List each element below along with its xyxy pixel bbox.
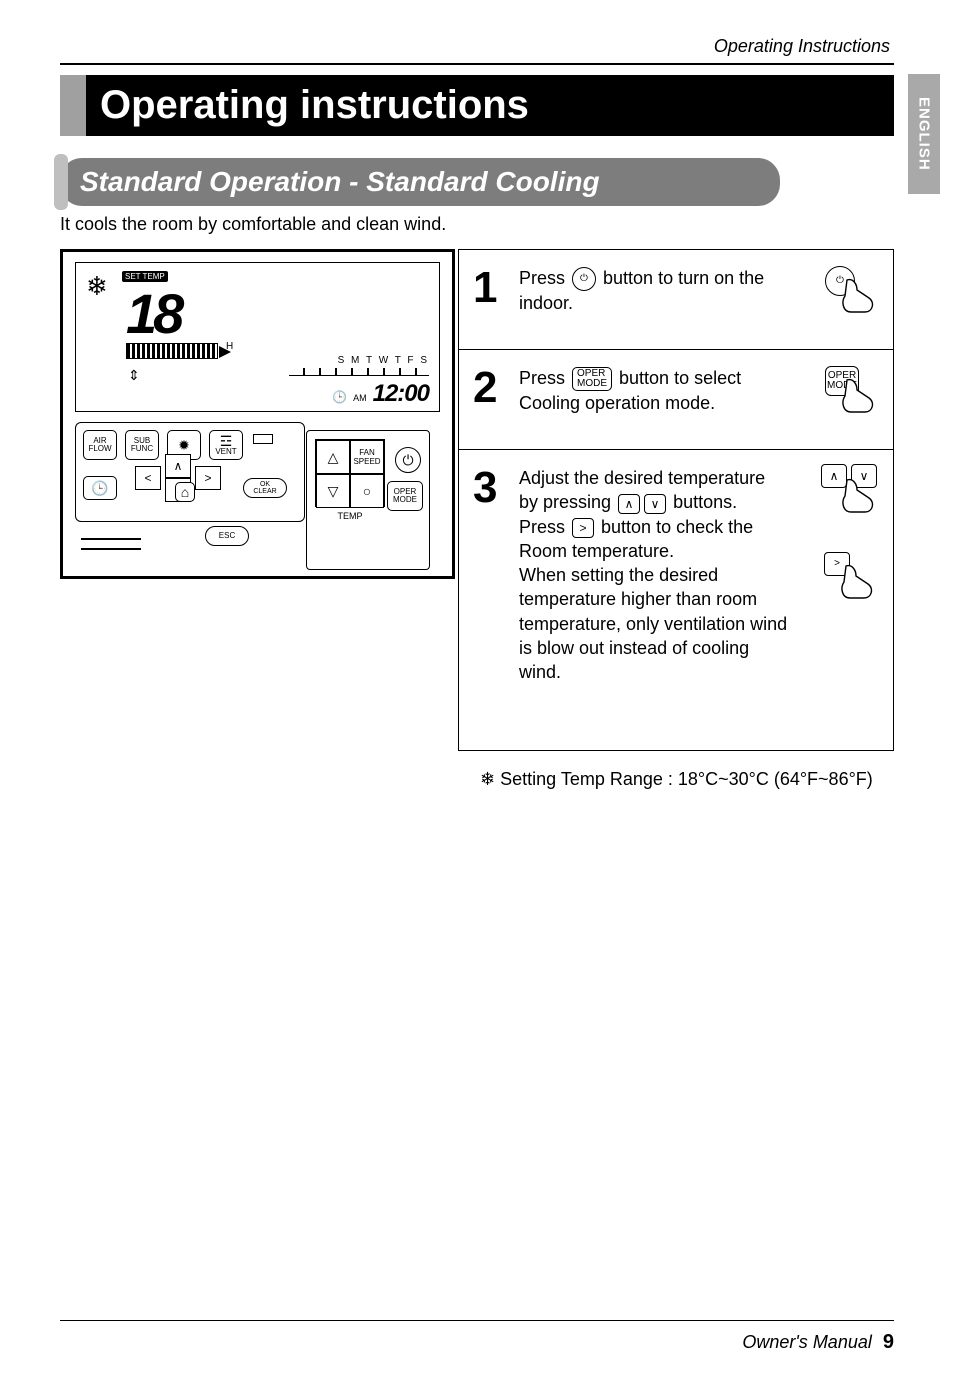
page-title: Operating instructions [86, 75, 894, 136]
power-button: ⏻ [395, 447, 421, 473]
hand-icon [839, 278, 883, 322]
oper-mode-button: OPER MODE [387, 481, 423, 511]
air-flow-button: AIR FLOW [83, 430, 117, 460]
lcd-fan-bars [126, 343, 218, 359]
step-number: 1 [473, 266, 509, 327]
header-rule [60, 63, 894, 65]
temp-label: TEMP [315, 511, 385, 521]
step-number: 3 [473, 466, 509, 728]
press-power-illustration: ⏻ [823, 264, 883, 320]
remote-illustration: ❄ SET TEMP 18 H ⇕ S M T W T F S 🕒 AM 12:… [60, 249, 460, 579]
home-button: ⌂ [175, 482, 195, 502]
fan-speed-button: FAN SPEED [350, 440, 384, 474]
remote-lcd: ❄ SET TEMP 18 H ⇕ S M T W T F S 🕒 AM 12:… [75, 262, 440, 412]
page-title-bar: Operating instructions [60, 75, 894, 136]
blank-button [253, 434, 273, 444]
press-opermode-illustration: OPER MODE [823, 364, 883, 420]
sub-func-button: SUB FUNC [125, 430, 159, 460]
hand-icon [838, 564, 882, 608]
section-heading: Standard Operation - Standard Cooling [60, 158, 780, 206]
lcd-time: 12:00 [373, 380, 429, 408]
step-2: 2 Press OPER MODE button to select Cooli… [459, 350, 893, 450]
page-footer: Owner's Manual 9 [60, 1320, 894, 1354]
running-header: Operating Instructions [60, 36, 894, 57]
language-tab: ENGLISH [908, 74, 940, 194]
footnote: ❄ Setting Temp Range : 18°C~30°C (64°F~8… [480, 769, 894, 790]
up-down-keys-illustration: ∧ ∨ [821, 464, 883, 520]
temp-down-button: ▽ [316, 474, 350, 508]
timer-button: 🕒 [83, 476, 117, 500]
temp-up-button: △ [316, 440, 350, 474]
power-key-inline: ⏻ [572, 267, 596, 291]
remote-buttons: AIR FLOW SUB FUNC ✹ ☲VENT 🕒 < > ∧ ∨ ⌂ OK… [75, 422, 440, 572]
step-1: 1 Press ⏻ button to turn on the indoor. … [459, 250, 893, 350]
clock-icon: 🕒 [332, 390, 347, 404]
lcd-h-label: H [226, 341, 233, 352]
snowflake-icon: ❄ [480, 769, 495, 789]
oper-mode-key-inline: OPER MODE [572, 367, 612, 391]
lcd-updown-icon: ⇕ [128, 367, 140, 384]
esc-button: ESC [205, 526, 249, 546]
intro-text: It cools the room by comfortable and cle… [60, 214, 894, 235]
vent-button: ☲VENT [209, 430, 243, 460]
up-arrow-button: ∧ [165, 454, 191, 478]
hand-icon [839, 378, 883, 422]
language-tab-label: ENGLISH [916, 97, 933, 171]
down-key-inline: ∨ [644, 494, 666, 514]
ok-clear-button: OK CLEAR [243, 478, 287, 498]
press-right-illustration: > [822, 550, 882, 606]
up-key-inline: ∧ [618, 494, 640, 514]
lcd-days: S M T W T F S [289, 355, 429, 366]
lcd-ampm: AM [353, 393, 367, 403]
steps-panel: 1 Press ⏻ button to turn on the indoor. … [458, 249, 894, 751]
title-accent [60, 75, 86, 136]
right-arrow-button: > [195, 466, 221, 490]
left-arrow-button: < [135, 466, 161, 490]
temp-mode-keypad: △ FAN SPEED ▽ ○ ⏻ OPER MODE TEMP [306, 430, 430, 570]
lcd-days-underline [289, 368, 429, 376]
hand-icon [839, 478, 883, 522]
lcd-temperature: 18 [126, 281, 180, 346]
step-3: 3 Adjust the desired temperature by pres… [459, 450, 893, 750]
step-number: 2 [473, 366, 509, 427]
humid-button: ○ [350, 474, 384, 508]
snowflake-icon: ❄ [86, 271, 108, 302]
right-key-inline: > [572, 518, 594, 538]
